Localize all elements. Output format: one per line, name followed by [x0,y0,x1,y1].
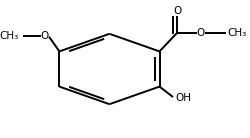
Text: O: O [173,6,181,16]
Text: O: O [40,31,49,41]
Text: OH: OH [175,93,191,103]
Text: O: O [197,28,205,38]
Text: CH₃: CH₃ [227,28,246,38]
Text: CH₃: CH₃ [0,31,18,41]
